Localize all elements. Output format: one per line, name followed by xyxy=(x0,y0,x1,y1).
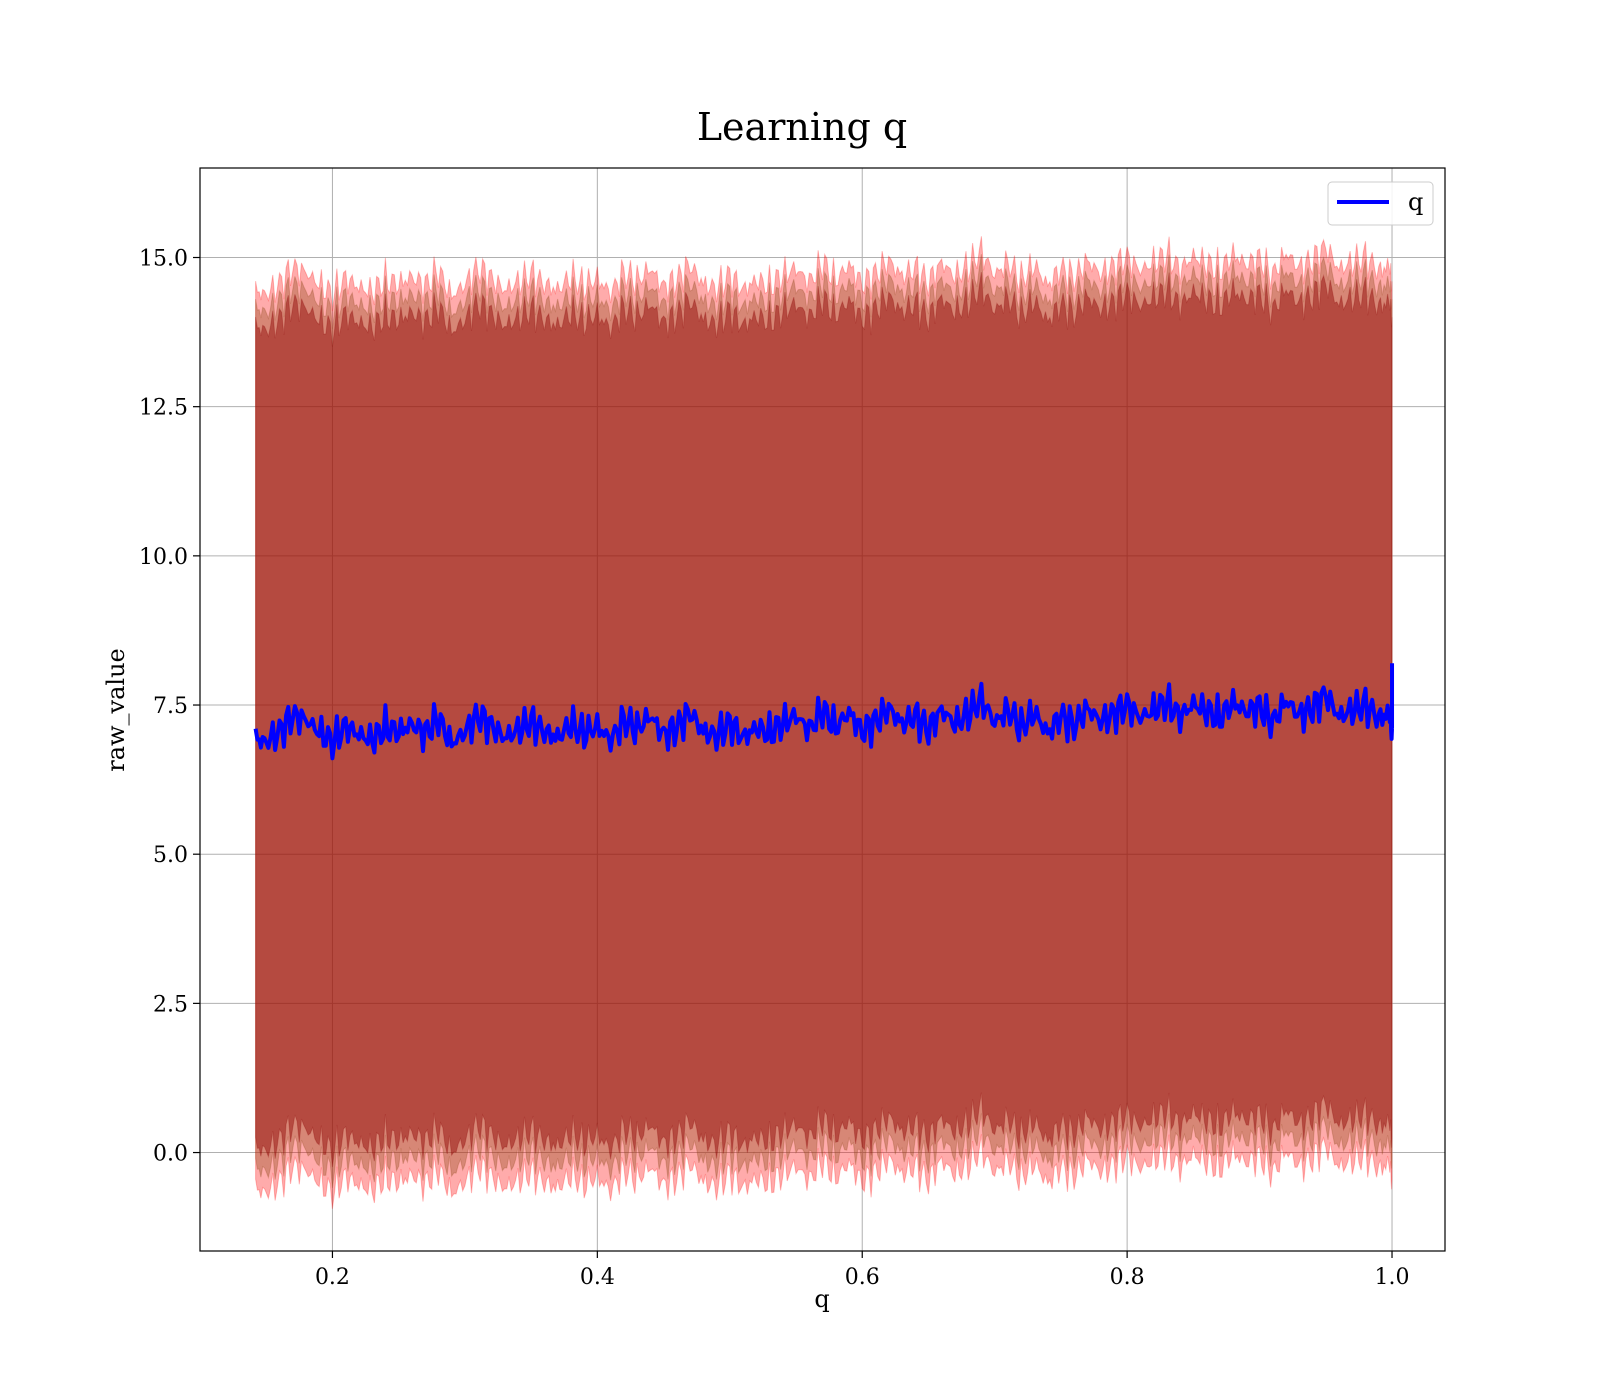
y-tick-label: 15.0 xyxy=(139,247,188,272)
x-axis-label: q xyxy=(814,1285,829,1313)
y-tick-label: 2.5 xyxy=(153,992,188,1017)
x-tick-label: 0.4 xyxy=(580,1265,615,1290)
line-layer xyxy=(253,663,1395,761)
x-tick-label: 1.0 xyxy=(1375,1265,1410,1290)
legend: q xyxy=(1327,181,1434,226)
y-axis-ticks: 0.0 2.5 5.0 7.5 10.0 12.5 15.0 xyxy=(139,247,200,1167)
y-tick-label: 12.5 xyxy=(139,396,188,421)
y-tick-label: 7.5 xyxy=(153,694,188,719)
x-tick-label: 0.2 xyxy=(315,1265,350,1290)
x-tick-label: 0.8 xyxy=(1110,1265,1145,1290)
y-axis-label: raw_value xyxy=(102,648,130,772)
chart-title: Learning q xyxy=(697,105,907,149)
series-line-q xyxy=(253,681,1394,761)
plot-frame xyxy=(199,167,1446,1252)
y-tick-label: 5.0 xyxy=(153,843,188,868)
x-axis-ticks: 0.2 0.4 0.6 0.8 1.0 xyxy=(315,1251,1410,1290)
y-tick-label: 10.0 xyxy=(139,545,188,570)
y-tick-label: 0.0 xyxy=(153,1142,188,1167)
x-tick-label: 0.6 xyxy=(845,1265,880,1290)
legend-label-q: q xyxy=(1408,188,1423,216)
